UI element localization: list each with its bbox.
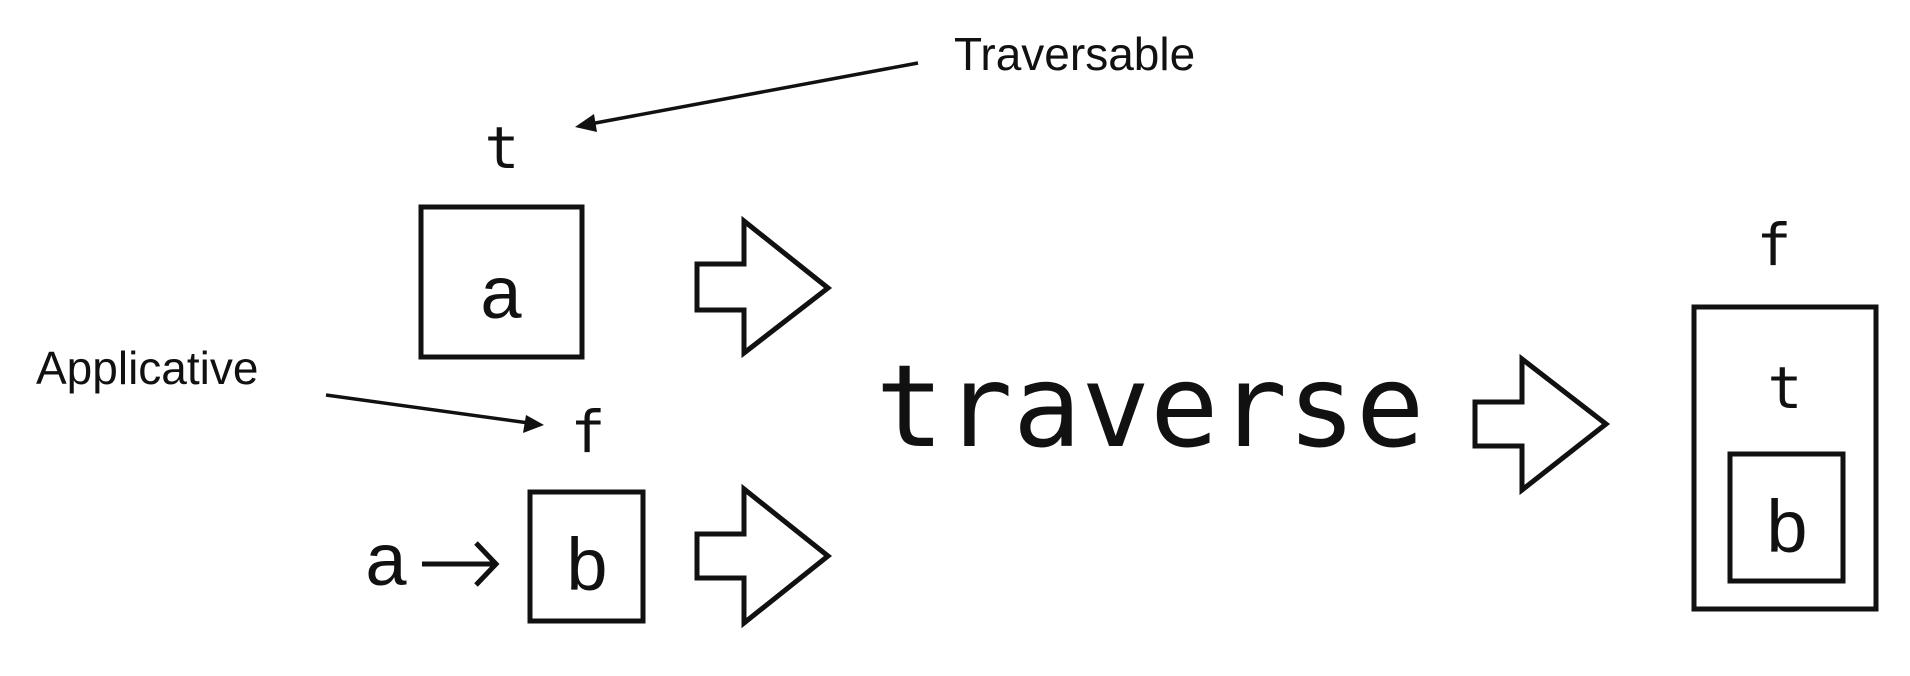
output-inner-label: t <box>1768 354 1803 422</box>
applicative-annotation: Applicative <box>36 342 258 394</box>
output-outer-box <box>1691 304 1879 612</box>
applicative-pointer-arrow <box>325 393 544 433</box>
traversable-pointer-arrow <box>575 61 919 132</box>
output-inner-content: b <box>1766 485 1807 568</box>
input-container-label: t <box>485 114 520 182</box>
traversable-annotation: Traversable <box>954 28 1195 80</box>
output-block-arrow <box>1472 353 1611 496</box>
output-outer-label: f <box>1757 211 1792 279</box>
function-effect-label: f <box>571 398 606 466</box>
function-result: b <box>566 523 607 606</box>
input-container-box <box>418 204 585 360</box>
input-function-block-arrow <box>694 483 833 629</box>
function-arrow-icon <box>422 541 500 587</box>
output-inner-box <box>1727 451 1846 584</box>
function-result-box <box>527 489 646 624</box>
input-traversable-block-arrow <box>694 215 833 359</box>
traverse-operation-label: traverse <box>875 340 1424 473</box>
input-container-content: a <box>480 251 522 334</box>
function-argument: a <box>365 518 407 601</box>
